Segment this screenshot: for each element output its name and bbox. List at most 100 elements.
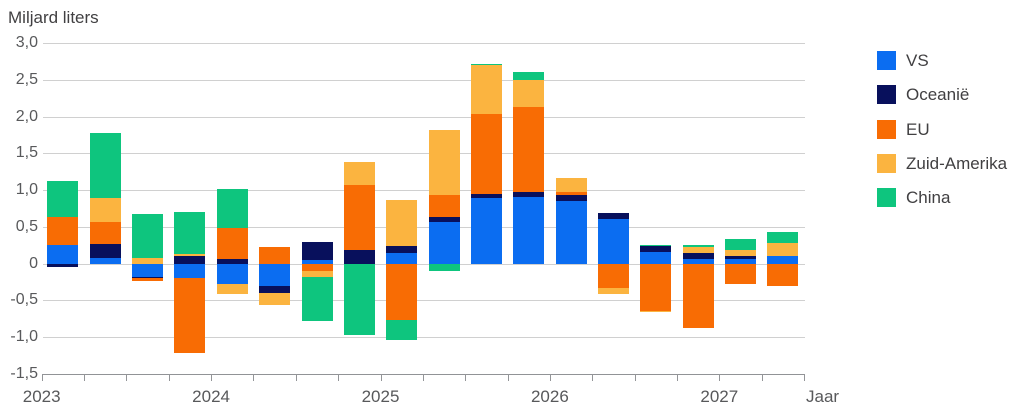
bar-segment-Oceanië-2023Q2: [89, 244, 121, 258]
bar-segment-EU-2026Q1: [555, 192, 587, 195]
x-axis-tick: [380, 374, 382, 381]
legend-label: Zuid-Amerika: [906, 153, 1008, 173]
x-axis-tick: [761, 374, 763, 381]
bar-segment-EU-2025Q4: [513, 107, 545, 192]
bar-segment-China-2024Q1: [216, 189, 248, 228]
y-axis-tick-label: 0,5: [15, 218, 38, 235]
gridline: [43, 300, 805, 301]
y-axis-tick-label: -1,0: [10, 328, 38, 345]
x-axis-label: Jaar: [806, 387, 840, 406]
bar-segment-Zuid-Amerika-2025Q2: [428, 130, 460, 195]
gridline: [43, 337, 805, 338]
legend-item-EU: EU: [877, 119, 1024, 142]
bar-segment-Oceanië-2024Q3: [301, 242, 333, 260]
bar-segment-China-2027Q1: [725, 239, 756, 250]
x-axis-tick: [168, 374, 170, 381]
bar-segment-Zuid-Amerika-2026Q4: [682, 247, 714, 253]
bar-segment-VS-2026Q3: [640, 252, 672, 264]
bar-segment-VS-2026Q2: [597, 219, 629, 264]
chart-title: Miljard liters: [8, 8, 99, 27]
legend-label: EU: [906, 119, 930, 139]
bar-segment-Zuid-Amerika-2025Q4: [513, 80, 545, 107]
y-axis-tick-label: 1,5: [15, 144, 38, 161]
x-axis-year-label: 2025: [361, 387, 400, 406]
legend-label: China: [906, 188, 951, 208]
bar-segment-EU-2026Q4: [682, 264, 714, 328]
x-axis-tick: [804, 374, 805, 381]
legend-swatch-icon: [877, 188, 896, 208]
bar-segment-Zuid-Amerika-2026Q2: [597, 288, 629, 294]
bar-segment-VS-2024Q3: [301, 260, 333, 264]
x-axis-tick: [422, 374, 424, 381]
bar-segment-Oceanië-2025Q4: [513, 192, 545, 197]
bar-segment-Oceanië-2027Q1: [725, 256, 756, 259]
bar-segment-VS-2023Q1: [47, 245, 79, 264]
bar-segment-China-2025Q4: [513, 72, 545, 80]
bar-segment-VS-2023Q3: [132, 264, 164, 277]
x-axis-year-label: 2024: [192, 387, 230, 406]
bar-segment-China-2025Q3: [470, 64, 502, 65]
x-axis-tick: [719, 374, 721, 381]
gridline: [43, 80, 805, 81]
bar-segment-VS-2025Q2: [428, 222, 460, 264]
bar-segment-VS-2027Q1: [725, 259, 756, 264]
bar-segment-EU-2027Q1: [725, 264, 756, 284]
bar-segment-Zuid-Amerika-2026Q1: [555, 178, 587, 192]
bar-segment-VS-2027Q2: [767, 256, 799, 264]
bar-segment-Zuid-Amerika-2024Q3: [301, 271, 333, 277]
bar-segment-VS-2026Q4: [682, 259, 714, 264]
bar-segment-EU-2025Q3: [470, 114, 502, 194]
bar-segment-China-2024Q4: [343, 264, 375, 335]
bar-segment-Zuid-Amerika-2027Q2: [767, 243, 799, 256]
bar-segment-China-2025Q2: [428, 264, 460, 271]
bar-segment-Oceanië-2026Q4: [682, 253, 714, 259]
bar-segment-EU-2024Q1: [216, 228, 248, 259]
y-axis-tick-label: -1,5: [10, 365, 38, 382]
y-axis-tick-label: 2,0: [15, 108, 38, 125]
x-axis-tick: [507, 374, 509, 381]
bar-segment-Zuid-Amerika-2024Q1: [216, 284, 248, 294]
legend-label: VS: [906, 51, 929, 70]
bar-segment-Oceanië-2025Q3: [470, 194, 502, 198]
legend: VS Oceanië EU Zuid-Amerika China: [877, 51, 1024, 251]
bar-segment-VS-2025Q1: [386, 253, 418, 264]
bar-segment-EU-2026Q2: [597, 264, 629, 288]
bar-segment-China-2026Q4: [682, 245, 714, 247]
legend-swatch-icon: [877, 153, 896, 173]
bar-segment-Zuid-Amerika-2025Q3: [470, 65, 502, 114]
bar-segment-Oceanië-2023Q4: [174, 256, 206, 264]
y-axis-tick-label: 3,0: [15, 34, 38, 51]
x-axis-year-label: 2026: [530, 387, 569, 406]
legend-swatch-icon: [877, 119, 896, 139]
bar-segment-EU-2023Q1: [47, 217, 79, 245]
bar-segment-Zuid-Amerika-2027Q1: [725, 250, 756, 256]
bar-segment-Zuid-Amerika-2024Q4: [343, 162, 375, 185]
bar-segment-EU-2023Q4: [174, 278, 206, 353]
gridline: [43, 190, 805, 191]
bar-segment-EU-2025Q1: [386, 264, 418, 320]
bar-segment-Oceanië-2023Q3: [132, 277, 164, 278]
bar-segment-China-2027Q2: [767, 232, 799, 243]
y-axis-tick-label: 1,0: [15, 181, 38, 198]
bar-segment-EU-2024Q4: [343, 185, 375, 250]
gridline: [43, 153, 805, 154]
y-axis-tick-label: 0: [29, 255, 38, 272]
bar-segment-VS-2023Q4: [174, 264, 206, 278]
bar-segment-China-2025Q1: [386, 320, 418, 340]
x-axis-tick: [465, 374, 467, 381]
bar-segment-China-2023Q2: [89, 133, 121, 198]
bar-segment-VS-2025Q3: [470, 198, 502, 264]
bar-segment-Zuid-Amerika-2026Q3: [640, 311, 672, 312]
bar-segment-Zuid-Amerika-2023Q3: [132, 258, 164, 264]
legend-item-Zuid-Amerika: Zuid-Amerika: [877, 153, 1024, 176]
bar-segment-Oceanië-2025Q1: [386, 246, 418, 253]
bar-segment-EU-2023Q2: [89, 222, 121, 244]
x-axis-tick: [592, 374, 594, 381]
bar-segment-VS-2024Q2: [259, 264, 291, 286]
bar-segment-Oceanië-2026Q2: [597, 213, 629, 219]
legend-item-VS: VS: [877, 51, 1024, 73]
x-axis-tick: [634, 374, 636, 381]
bar-segment-Oceanië-2026Q3: [640, 246, 672, 252]
bar-segment-EU-2027Q2: [767, 264, 799, 286]
bar-segment-China-2026Q3: [640, 245, 672, 246]
